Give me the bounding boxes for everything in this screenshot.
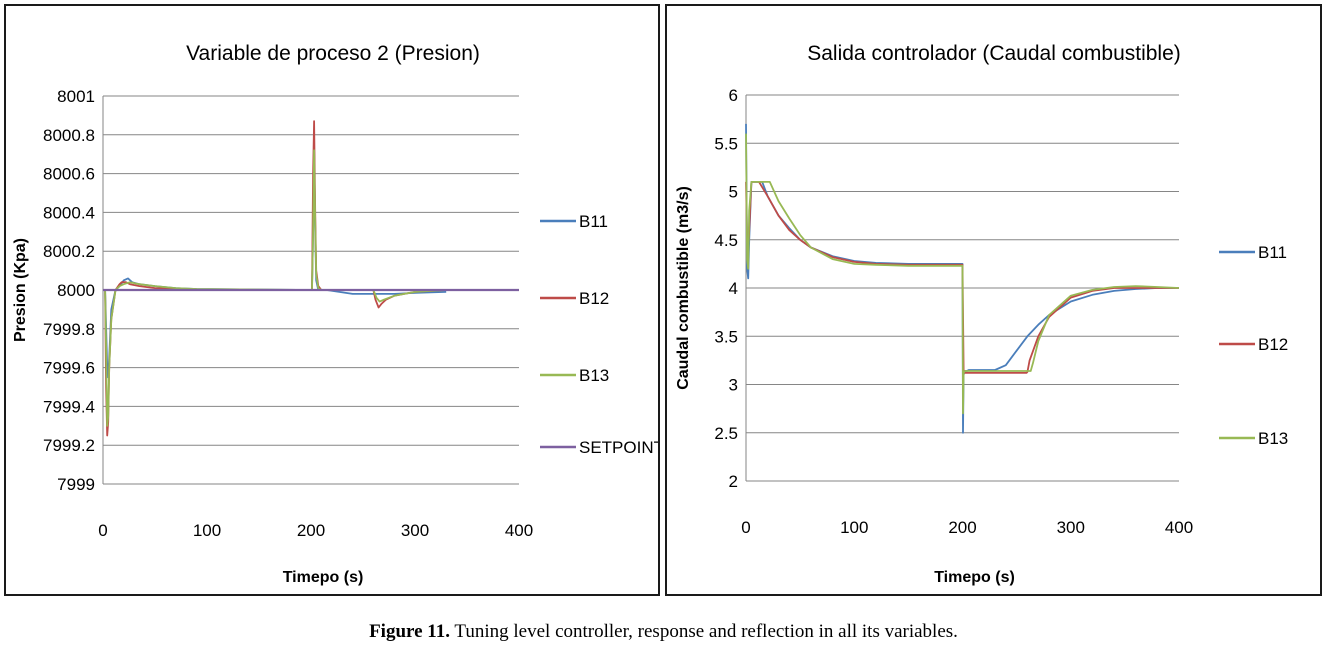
fuel-flow-legend-label-b12: B12 bbox=[1258, 335, 1288, 354]
pressure-chart-svg: Variable de proceso 2 (Presion) 7999 7999.… bbox=[12, 42, 658, 586]
pressure-y-tick-label: 8000.4 bbox=[43, 203, 95, 222]
fuel-flow-y-tick-label: 4.5 bbox=[714, 231, 738, 250]
fuel-flow-y-tick-label: 3 bbox=[729, 376, 738, 395]
pressure-legend-label-setpoint: SETPOINT bbox=[579, 438, 658, 457]
pressure-x-tick-label: 0 bbox=[98, 521, 107, 540]
pressure-x-tick-label: 100 bbox=[193, 521, 221, 540]
fuel-flow-x-tick-label: 100 bbox=[840, 518, 868, 537]
pressure-y-tick-label: 7999.2 bbox=[43, 436, 95, 455]
pressure-y-tick-label: 8000.8 bbox=[43, 126, 95, 145]
pressure-y-tick-label: 8000 bbox=[57, 281, 95, 300]
pressure-legend-label-b12: B12 bbox=[579, 289, 609, 308]
chart-panel-fuel-flow: Salida controlador (Caudal combustible) 2… bbox=[665, 4, 1322, 596]
figure-caption: Figure 11. Tuning level controller, resp… bbox=[0, 621, 1327, 643]
pressure-y-tick-label: 7999 bbox=[57, 475, 95, 494]
fuel-flow-y-tick-label: 5.5 bbox=[714, 134, 738, 153]
pressure-series-b12-line bbox=[103, 120, 447, 437]
pressure-series-b11-line bbox=[103, 149, 447, 379]
fuel-flow-series-b13-line bbox=[745, 133, 1180, 415]
pressure-chart-title: Variable de proceso 2 (Presion) bbox=[186, 42, 480, 65]
pressure-legend-label-b11: B11 bbox=[579, 212, 608, 231]
fuel-flow-y-tick-label: 2.5 bbox=[714, 424, 738, 443]
pressure-x-tick-label: 400 bbox=[505, 521, 533, 540]
fuel-flow-y-axis-label: Caudal combustible (m3/s) bbox=[675, 186, 692, 390]
pressure-y-tick-label: 8000.2 bbox=[43, 242, 95, 261]
fuel-flow-legend-label-b13: B13 bbox=[1258, 429, 1288, 448]
fuel-flow-y-tick-label: 6 bbox=[729, 86, 738, 105]
fuel-flow-x-tick-label: 400 bbox=[1165, 518, 1193, 537]
pressure-y-tick-label: 7999.8 bbox=[43, 320, 95, 339]
chart-panel-pressure: Variable de proceso 2 (Presion) 7999 7999.… bbox=[4, 4, 660, 596]
fuel-flow-x-tick-label: 300 bbox=[1057, 518, 1085, 537]
pressure-x-axis-label: Timepo (s) bbox=[283, 569, 364, 586]
fuel-flow-y-tick-label: 4 bbox=[729, 279, 738, 298]
pressure-x-tick-label: 300 bbox=[401, 521, 429, 540]
pressure-y-tick-label: 7999.6 bbox=[43, 359, 95, 378]
pressure-legend-label-b13: B13 bbox=[579, 366, 609, 385]
fuel-flow-legend-label-b11: B11 bbox=[1258, 243, 1287, 262]
fuel-flow-y-tick-label: 3.5 bbox=[714, 327, 738, 346]
fuel-flow-y-tick-label: 2 bbox=[729, 472, 738, 491]
fuel-flow-chart-svg: Salida controlador (Caudal combustible) 2… bbox=[675, 42, 1288, 586]
fuel-flow-x-tick-label: 200 bbox=[948, 518, 976, 537]
fuel-flow-chart-title: Salida controlador (Caudal combustible) bbox=[807, 42, 1181, 65]
pressure-y-tick-label: 7999.4 bbox=[43, 397, 95, 416]
figure-caption-text: Tuning level controller, response and re… bbox=[450, 621, 958, 642]
pressure-y-tick-label: 8000.6 bbox=[43, 165, 95, 184]
fuel-flow-x-tick-label: 0 bbox=[741, 518, 750, 537]
pressure-y-tick-label: 8001 bbox=[57, 87, 95, 106]
figure-caption-label: Figure 11. bbox=[369, 621, 451, 642]
fuel-flow-x-axis-label: Timepo (s) bbox=[934, 569, 1015, 586]
pressure-x-tick-label: 200 bbox=[297, 521, 325, 540]
fuel-flow-y-tick-label: 5 bbox=[729, 183, 738, 202]
pressure-y-axis-label: Presion (Kpa) bbox=[12, 238, 29, 342]
